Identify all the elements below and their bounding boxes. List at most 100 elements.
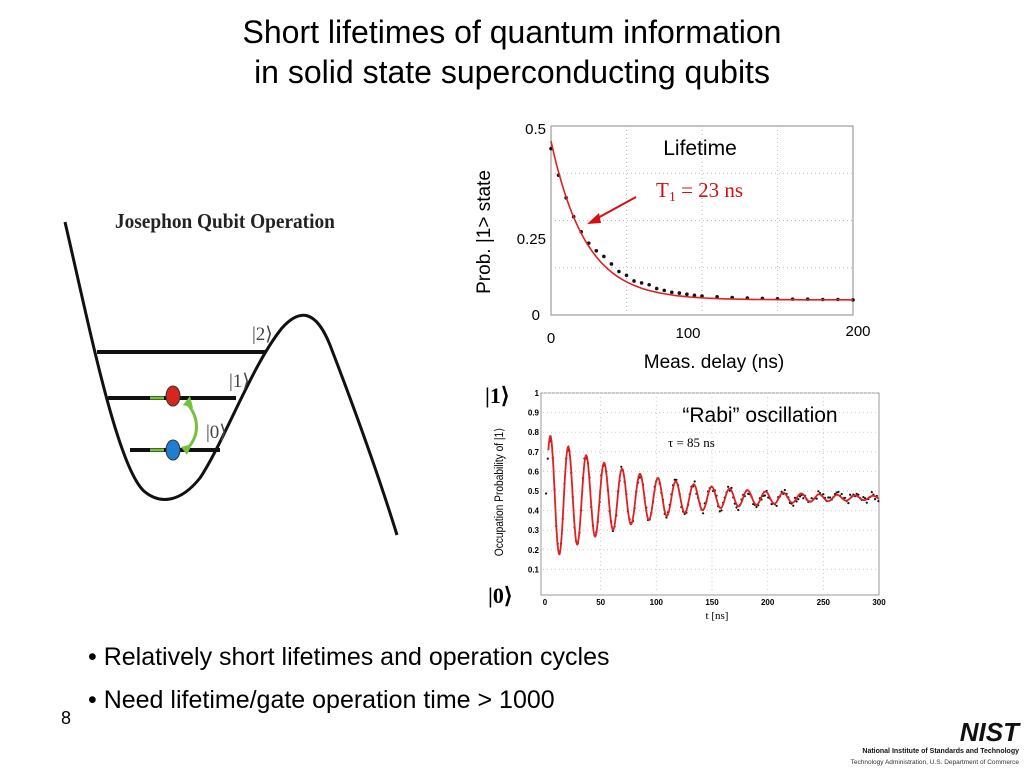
annotation-value: = 23 ns [676,178,743,202]
rabi-data-point [545,492,548,495]
nist-wordmark: NIST [960,717,1021,747]
rabi-data-point [795,500,798,503]
slide-title-line-2: in solid state superconducting qubits [254,54,770,90]
rabi-state-label-1: |1⟩ [485,383,509,408]
lifetime-data-point [647,282,651,287]
nist-line-1: National Institute of Standards and Tech… [862,748,1019,755]
page-number: 8 [61,708,72,728]
lifetime-chart-title: Lifetime [663,137,737,160]
rabi-xtick-label: 200 [761,598,775,607]
rabi-data-point [877,500,880,503]
rabi-data-point [620,465,623,468]
bullet-2: • Need lifetime/gate operation time > 10… [88,686,555,714]
lifetime-annotation: T1 = 23 ns [656,178,743,205]
rabi-data-point [755,505,758,509]
rabi-yticks: 0.1 0.2 0.3 0.4 0.5 0.6 0.7 0.8 0.9 1 [528,389,540,574]
rabi-data-point [798,495,802,498]
rabi-data-point [718,510,721,513]
level-label-1: |1⟩ [229,371,250,392]
lifetime-data-point [662,288,667,293]
lifetime-ylabel: Prob. |1> state [474,170,495,294]
rabi-ytick-label: 0.4 [528,507,540,516]
rabi-data-point [864,497,867,500]
rabi-ytick-label: 0.3 [528,526,540,535]
bullet-1: • Relatively short lifetimes and operati… [88,643,610,671]
lifetime-data-point [677,291,682,295]
rabi-data-point [775,504,778,507]
rabi-data-point [546,457,549,460]
annotation-arrowhead [587,213,601,224]
rabi-ytick-label: 0.9 [528,409,540,418]
rabi-grid [543,392,879,593]
rabi-data-point [763,494,767,497]
rabi-data-point [802,497,805,500]
rabi-ytick-label: 0.2 [528,546,540,555]
lifetime-xtick-0: 0 [547,330,555,347]
rabi-xtick-label: 100 [650,598,664,607]
rabi-data-point [835,491,838,494]
lifetime-xlabel: Meas. delay (ns) [644,352,784,373]
lifetime-xtick-200: 200 [845,323,870,340]
rabi-xtick-label: 50 [596,598,605,607]
rabi-ytick-label: 0.6 [528,467,540,476]
rabi-data-point [693,480,696,483]
rabi-data-point [827,496,830,499]
nist-line-2: Technology Administration, U.S. Departme… [851,759,1020,766]
rabi-data-point [817,490,820,493]
rabi-data-point [747,492,750,495]
level-label-0: |0⟩ [206,422,227,443]
rabi-data-point [874,498,877,501]
rabi-data-point [735,506,738,509]
rabi-data-point [849,493,852,496]
rabi-data-point [857,493,860,496]
rabi-data-point [702,512,705,515]
annotation-subscript: 1 [669,190,676,205]
rabi-data-point [737,508,740,512]
rabi-data-point [840,492,843,496]
rabi-data-point [783,488,787,492]
lifetime-data-point [624,273,629,278]
lifetime-ytick-0: 0 [532,307,540,324]
rabi-ytick-label: 0.5 [528,487,540,496]
lifetime-ytick-0.5: 0.5 [525,121,546,138]
rabi-data-point [720,509,723,512]
rabi-data-point [870,491,873,494]
slide-title-line-1: Short lifetimes of quantum information [242,14,782,50]
rabi-tau-annotation: τ = 85 ns [668,435,715,450]
lifetime-data-point [692,293,697,298]
rabi-ytick-label: 0.8 [528,428,540,437]
lifetime-data-point [685,292,689,297]
lifetime-data-point [602,254,606,259]
rabi-ylabel: Occupation Probability of |1⟩ [493,428,506,556]
rabi-xtick-label: 250 [817,598,831,607]
lifetime-fit-curve [550,140,853,301]
rabi-data-point [847,502,850,505]
annotation-T: T [656,178,669,202]
ground-state-particle [165,439,181,461]
lifetime-data-point [639,281,644,285]
potential-well-curve [63,221,399,536]
rabi-chart-title: “Rabi” oscillation [682,404,837,427]
rabi-ytick-label: 0.1 [528,565,540,574]
transition-arrowhead-up [183,396,193,408]
rabi-data-point [793,496,797,499]
rabi-ytick-label: 1 [535,389,540,398]
lifetime-ytick-0.25: 0.25 [517,231,546,248]
rabi-xtick-label: 300 [872,598,886,607]
rabi-data-point [828,496,832,499]
lifetime-data-point [654,286,659,291]
rabi-ytick-label: 0.7 [528,448,540,457]
level-label-2: |2⟩ [252,324,273,345]
rabi-data-point [792,504,795,507]
rabi-data-point [843,496,847,499]
lifetime-plot-frame [550,125,854,316]
rabi-xtick-label: 0 [543,598,548,607]
lifetime-xtick-100: 100 [675,325,700,342]
rabi-data-point [675,478,678,481]
lifetime-data-point [609,262,614,266]
